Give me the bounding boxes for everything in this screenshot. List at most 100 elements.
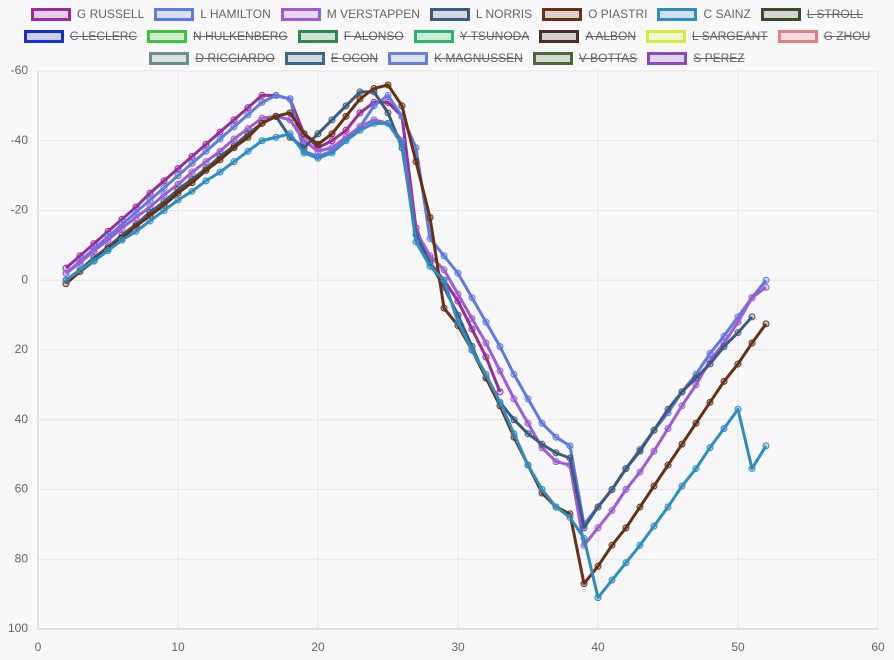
data-point xyxy=(524,419,532,427)
data-point xyxy=(258,91,266,99)
data-point xyxy=(132,222,140,230)
legend-item[interactable]: L STROLL xyxy=(760,7,863,21)
legend-item[interactable]: E OCON xyxy=(284,51,378,65)
data-point xyxy=(510,430,518,438)
data-point xyxy=(356,126,364,134)
legend-row: G RUSSELL L HAMILTON M VERSTAPPEN L NORRIS O… xyxy=(0,3,894,25)
data-point xyxy=(188,159,196,167)
data-point xyxy=(384,91,392,99)
legend-item[interactable]: F ALONSO xyxy=(297,29,404,43)
legend-label: G ZHOU xyxy=(823,29,871,43)
data-point xyxy=(720,377,728,385)
legend-item[interactable]: G ZHOU xyxy=(777,29,871,43)
data-point xyxy=(314,154,322,162)
legend-item[interactable]: L SARGEANT xyxy=(646,29,768,43)
grid xyxy=(37,70,879,630)
legend-swatch xyxy=(429,7,470,21)
legend-item[interactable]: K MAGNUSSEN xyxy=(388,51,523,65)
data-point xyxy=(286,130,294,138)
data-point xyxy=(272,112,280,120)
data-point xyxy=(552,449,560,457)
legend-swatch-fill xyxy=(300,32,335,40)
legend-item[interactable]: C SAINZ xyxy=(657,7,751,21)
data-point xyxy=(608,486,616,493)
legend-item[interactable]: M VERSTAPPEN xyxy=(280,7,420,21)
data-point xyxy=(440,266,448,274)
data-point xyxy=(202,158,210,166)
data-point xyxy=(440,252,448,260)
legend-swatch xyxy=(149,51,190,65)
data-point xyxy=(132,203,140,211)
legend-swatch xyxy=(154,7,195,21)
data-point xyxy=(90,257,98,265)
data-point xyxy=(174,180,182,188)
legend-item[interactable]: C LECLERC xyxy=(23,29,137,43)
data-point xyxy=(496,367,504,375)
data-point xyxy=(118,215,126,223)
legend-swatch-fill xyxy=(542,32,577,40)
data-point xyxy=(510,395,518,403)
legend-swatch xyxy=(280,7,321,21)
data-point xyxy=(370,84,378,92)
data-point xyxy=(412,238,420,246)
data-point xyxy=(734,360,742,368)
legend-item[interactable]: N HULKENBERG xyxy=(147,29,288,43)
legend-item[interactable]: L NORRIS xyxy=(429,7,532,21)
legend-swatch xyxy=(23,29,64,43)
legend-swatch-fill xyxy=(157,10,192,18)
legend-label: D RICCIARDO xyxy=(195,51,275,65)
legend-item[interactable]: D RICCIARDO xyxy=(149,51,275,65)
data-point xyxy=(104,247,112,255)
data-point xyxy=(384,119,392,127)
data-point xyxy=(216,168,224,176)
y-tick-label: -60 xyxy=(11,63,29,77)
legend-swatch xyxy=(647,51,688,65)
legend-item[interactable]: V BOTTAS xyxy=(532,51,637,65)
data-point xyxy=(216,135,224,143)
data-point xyxy=(160,184,168,192)
data-point xyxy=(748,294,756,302)
legend-row: D RICCIARDO E OCON K MAGNUSSEN V BOTTAS S PE… xyxy=(0,47,894,69)
data-point xyxy=(734,329,742,337)
legend-swatch-fill xyxy=(660,10,695,18)
legend-item[interactable]: A ALBON xyxy=(539,29,636,43)
data-point xyxy=(762,283,770,291)
x-tick-label: 20 xyxy=(311,640,325,654)
y-tick-label: -20 xyxy=(11,203,29,217)
legend-swatch-fill xyxy=(391,54,426,62)
legend-item[interactable]: Y TSUNODA xyxy=(413,29,529,43)
data-point xyxy=(664,461,672,469)
data-point xyxy=(664,405,672,413)
y-tick-label: 100 xyxy=(8,621,28,635)
data-point xyxy=(524,430,532,438)
data-point xyxy=(244,125,252,133)
data-point xyxy=(342,137,350,145)
data-point xyxy=(300,130,308,138)
legend-swatch xyxy=(284,51,325,65)
data-point xyxy=(692,381,700,389)
x-tick-label: 0 xyxy=(35,640,42,654)
data-point xyxy=(244,111,252,119)
legend-item[interactable]: L HAMILTON xyxy=(154,7,271,21)
data-point xyxy=(734,405,742,413)
legend-item[interactable]: S PEREZ xyxy=(647,51,745,65)
data-point xyxy=(748,465,756,473)
data-point xyxy=(328,149,336,157)
data-point xyxy=(650,522,658,530)
data-point xyxy=(720,343,728,351)
data-point xyxy=(622,559,630,567)
data-point xyxy=(342,102,350,110)
legend-item[interactable]: G RUSSELL xyxy=(30,7,144,21)
data-point xyxy=(440,304,448,312)
legend-item[interactable]: O PIASTRI xyxy=(542,7,647,21)
data-point xyxy=(636,468,644,476)
legend-label: S PEREZ xyxy=(693,51,745,65)
legend-label: O PIASTRI xyxy=(588,7,648,21)
data-point xyxy=(244,104,252,112)
data-point xyxy=(720,424,728,432)
data-point xyxy=(202,177,210,185)
legend-label: M VERSTAPPEN xyxy=(326,7,420,21)
data-point xyxy=(468,294,476,302)
